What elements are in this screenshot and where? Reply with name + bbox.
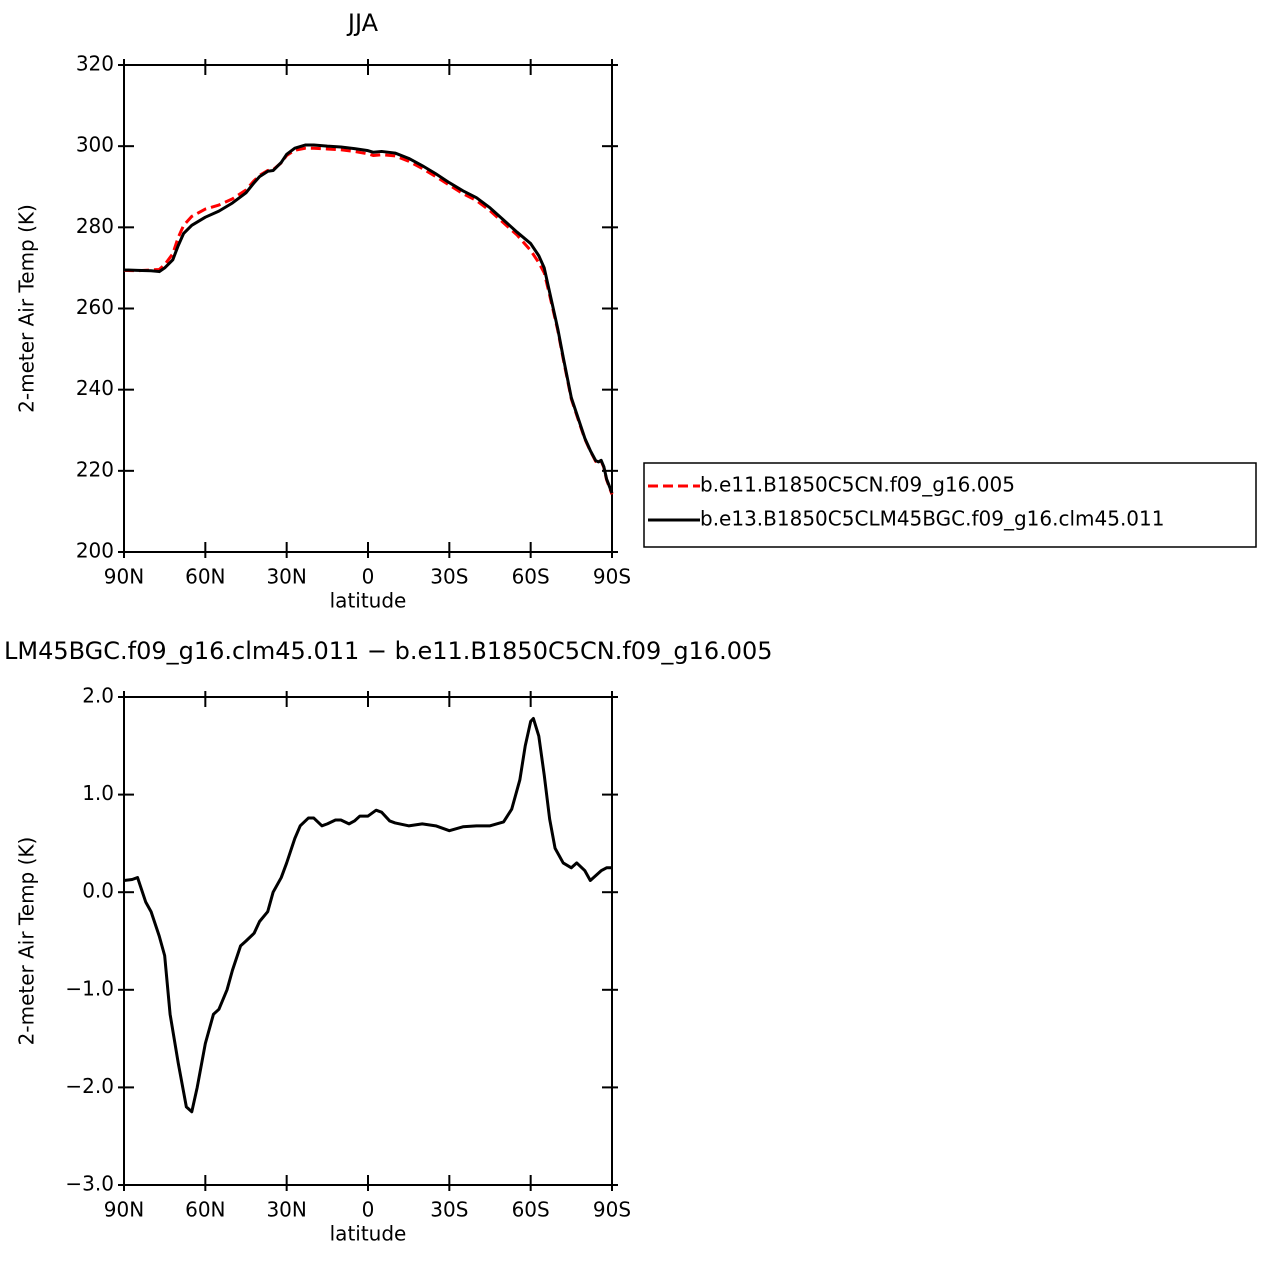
legend-label: b.e13.B1850C5CLM45BGC.f09_g16.clm45.011 — [700, 507, 1164, 531]
x-tick-label: 0 — [362, 1198, 375, 1222]
chart-title: JJA — [346, 9, 379, 37]
x-tick-label: 90N — [104, 1198, 144, 1222]
x-tick-label: 60N — [185, 1198, 225, 1222]
y-tick-label: 280 — [76, 214, 114, 238]
x-axis-label: latitude — [330, 1222, 407, 1246]
y-tick-label: 260 — [76, 295, 114, 319]
x-tick-label: 30S — [430, 565, 468, 589]
x-axis-label: latitude — [330, 589, 407, 613]
series-line — [123, 143, 614, 494]
x-tick-label: 30N — [266, 1198, 306, 1222]
y-tick-label: 2.0 — [82, 684, 114, 708]
plot-frame — [123, 64, 613, 553]
chart-title: LM45BGC.f09_g16.clm45.011 − b.e11.B1850C… — [4, 637, 773, 665]
y-tick-label: 220 — [76, 457, 114, 481]
x-tick-label: 60N — [185, 565, 225, 589]
plot-frame — [123, 696, 613, 1186]
x-tick-label: 0 — [362, 565, 375, 589]
y-tick-label: −1.0 — [65, 976, 114, 1000]
y-axis-label: 2-meter Air Temp (K) — [15, 837, 39, 1046]
x-tick-label: 60S — [512, 565, 550, 589]
y-tick-label: 0.0 — [82, 879, 114, 903]
y-tick-label: 320 — [76, 52, 114, 76]
y-axis-label: 2-meter Air Temp (K) — [15, 204, 39, 413]
x-tick-label: 90S — [593, 565, 631, 589]
y-tick-label: −2.0 — [65, 1074, 114, 1098]
x-tick-label: 90N — [104, 565, 144, 589]
x-tick-label: 30N — [266, 565, 306, 589]
x-tick-label: 60S — [512, 1198, 550, 1222]
series-line — [123, 146, 614, 495]
y-tick-label: 1.0 — [82, 781, 114, 805]
y-tick-label: 200 — [76, 539, 114, 563]
x-tick-label: 30S — [430, 1198, 468, 1222]
y-tick-label: 300 — [76, 133, 114, 157]
series-line — [123, 716, 612, 1114]
y-tick-label: 240 — [76, 376, 114, 400]
y-tick-label: −3.0 — [65, 1172, 114, 1196]
legend-label: b.e11.B1850C5CN.f09_g16.005 — [700, 473, 1015, 497]
legend-box — [643, 462, 1257, 548]
x-tick-label: 90S — [593, 1198, 631, 1222]
